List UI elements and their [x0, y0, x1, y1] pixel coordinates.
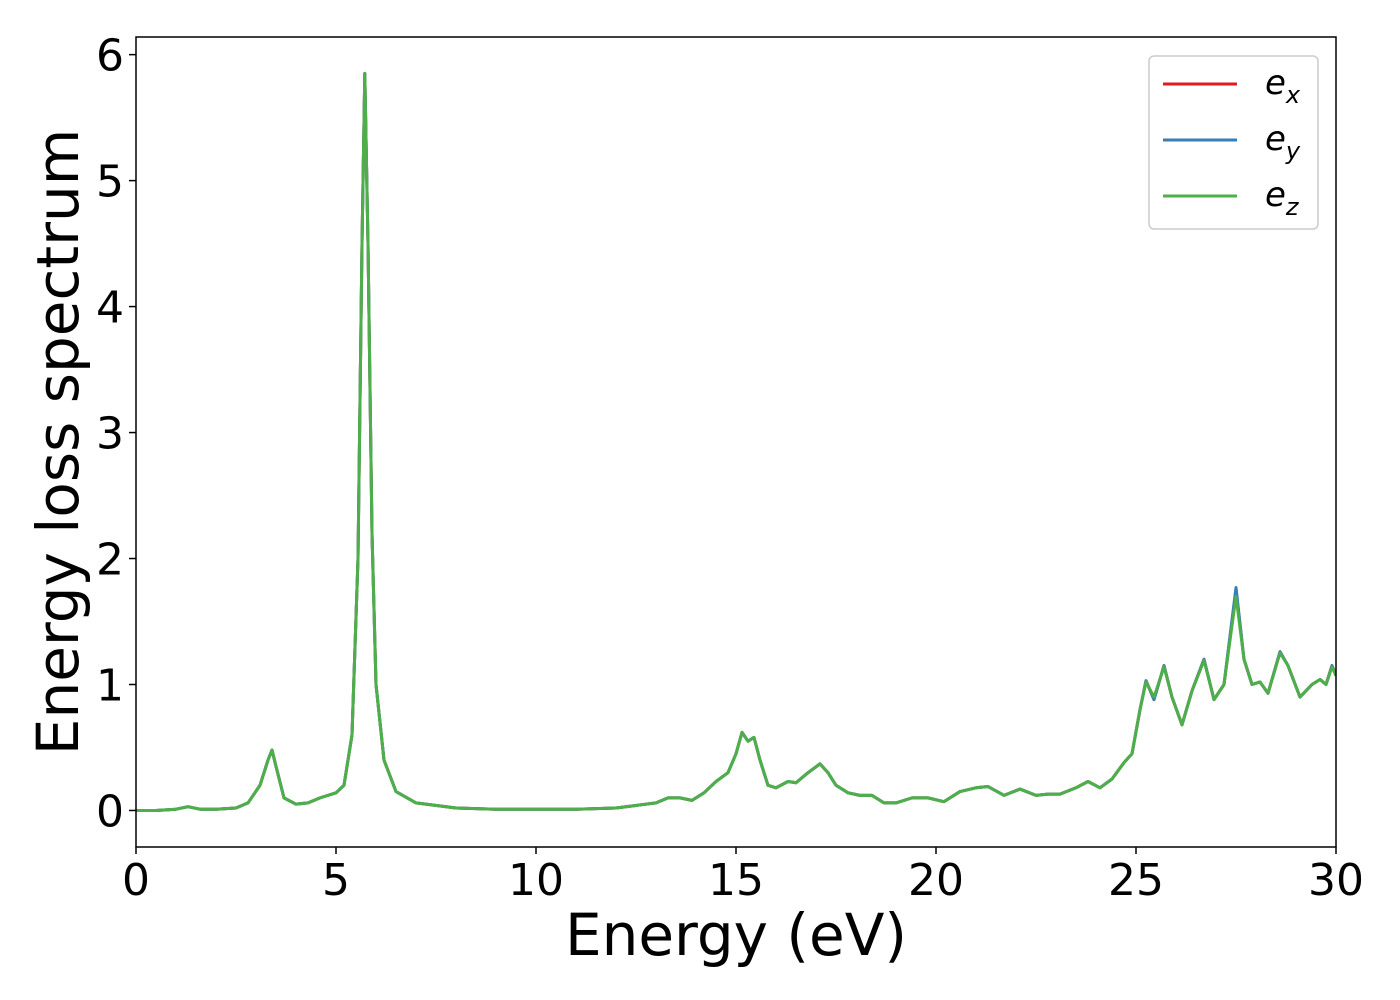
y-axis-label: Energy loss spectrum — [24, 129, 92, 755]
plot-frame — [135, 36, 1337, 848]
y-tick-label: 3 — [96, 409, 124, 460]
legend-box — [1148, 55, 1319, 230]
line-series — [136, 72, 1336, 812]
x-tick-label: 20 — [908, 855, 964, 906]
y-tick-label: 1 — [96, 660, 124, 711]
x-tick-label: 10 — [508, 855, 564, 906]
x-tick-label: 30 — [1308, 855, 1364, 906]
y-tick-label: 0 — [96, 786, 124, 837]
y-tick-label: 5 — [96, 157, 124, 208]
y-tick-label: 2 — [96, 535, 124, 586]
y-tick-label: 4 — [96, 283, 124, 334]
x-tick-label: 15 — [708, 855, 764, 906]
x-tick-label: 5 — [322, 855, 350, 906]
legend-label: ey — [1265, 119, 1301, 165]
x-tick-label: 0 — [122, 855, 150, 906]
x-axis-label: Energy (eV) — [565, 901, 907, 969]
y-tick-label: 6 — [96, 31, 124, 82]
x-tick-label: 25 — [1108, 855, 1164, 906]
legend-label: ex — [1265, 63, 1301, 109]
legend-label: ez — [1265, 175, 1300, 221]
